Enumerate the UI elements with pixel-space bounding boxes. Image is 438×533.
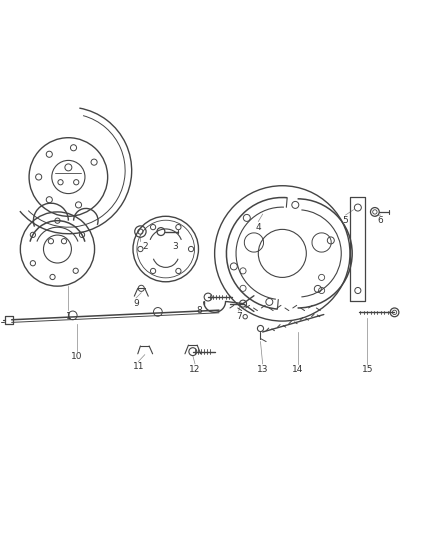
Text: 2: 2	[142, 243, 148, 252]
Text: 7: 7	[236, 312, 241, 321]
Text: 9: 9	[133, 299, 139, 308]
Text: 12: 12	[189, 365, 201, 374]
Text: 13: 13	[257, 365, 268, 374]
Text: 4: 4	[255, 223, 261, 232]
Text: 10: 10	[71, 351, 83, 360]
Text: 3: 3	[173, 243, 178, 252]
Text: 15: 15	[362, 365, 373, 374]
Text: 1: 1	[66, 312, 71, 321]
Text: 6: 6	[378, 216, 383, 225]
Text: 14: 14	[292, 365, 303, 374]
Text: 11: 11	[132, 362, 144, 372]
Text: 5: 5	[343, 216, 349, 225]
Text: 8: 8	[197, 305, 202, 314]
